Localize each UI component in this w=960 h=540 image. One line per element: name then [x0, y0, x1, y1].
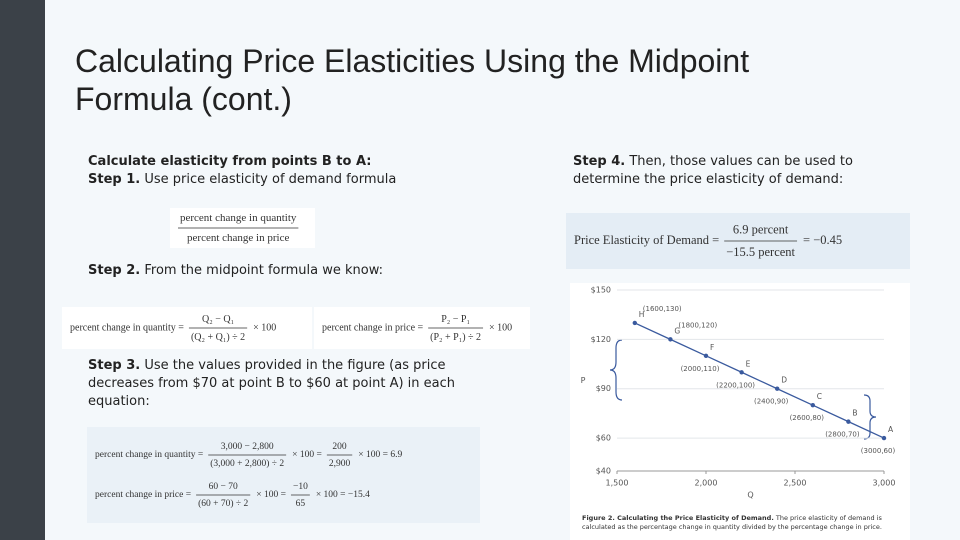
y-tick-label: $120: [591, 335, 611, 344]
formula-text: = −0.45: [803, 233, 842, 247]
step-label: Step 2.: [88, 263, 141, 278]
formula-text: × 100 = 6.9: [358, 450, 402, 460]
point-value-label: (2200,100): [716, 381, 755, 389]
point-value-label: (2400,90): [754, 398, 789, 406]
point-value-label: (1800,120): [678, 321, 717, 329]
step-label: Step 3.: [88, 358, 141, 373]
point: [775, 386, 780, 391]
step-text: Then, those values can be used to determ…: [573, 154, 853, 187]
y-axis-label: P: [581, 376, 586, 385]
y-tick-label: $60: [596, 434, 611, 443]
point-letter: F: [710, 343, 714, 352]
point-letter: G: [674, 326, 680, 335]
step-block: Step 3. Use the values provided in the f…: [88, 357, 473, 411]
intro: Calculate elasticity from points B to A:: [88, 154, 372, 169]
numerator: −10: [293, 482, 308, 492]
formula-text: × 100 = −15.4: [316, 490, 370, 500]
numerator: P₂ − P₁: [441, 314, 470, 325]
x-tick-label: 3,000: [873, 479, 896, 488]
point-letter: D: [781, 376, 787, 385]
caption: Figure 2. Calculating the Price Elastici…: [582, 514, 907, 532]
formula-text: percent change in quantity =: [70, 322, 184, 333]
formula-text: × 100: [489, 322, 512, 333]
denominator: 65: [296, 499, 306, 509]
step-text: From the midpoint formula we know:: [144, 263, 384, 278]
denominator: percent change in price: [187, 232, 289, 244]
point: [846, 419, 851, 424]
point: [739, 370, 744, 375]
numerator: 200: [332, 442, 347, 452]
denominator: (3,000 + 2,800) ÷ 2: [210, 458, 284, 469]
formula-text: × 100 =: [256, 490, 286, 500]
x-tick-label: 2,000: [695, 479, 718, 488]
y-tick-label: $150: [591, 286, 611, 295]
formula-text: percent change in quantity =: [95, 450, 203, 460]
slide-title: Calculating Price Elasticities Using the…: [75, 43, 750, 117]
formula-text: Price Elasticity of Demand =: [574, 233, 719, 247]
step-text: Use price elasticity of demand formula: [144, 172, 397, 187]
point-value-label: (3000,60): [861, 447, 896, 455]
formula-text: percent change in price =: [322, 322, 424, 333]
step-label: Step 4.: [573, 154, 626, 169]
caption-frame: [570, 503, 910, 540]
x-axis-label: Q: [747, 491, 753, 500]
point-value-label: (1600,130): [643, 305, 682, 313]
denominator: (60 + 70) ÷ 2: [198, 498, 248, 509]
point-value-label: (2600,80): [790, 414, 825, 422]
point-letter: B: [852, 409, 857, 418]
point-letter: C: [817, 392, 822, 401]
formula-box: [62, 307, 312, 349]
point: [810, 402, 815, 408]
step-block: Step 2. From the midpoint formula we kno…: [88, 262, 488, 280]
side-bar: [0, 0, 45, 540]
step-label: Step 1.: [88, 172, 141, 187]
formula-text: percent change in price =: [95, 490, 191, 500]
denominator: (Q₂ + Q₁) ÷ 2: [191, 332, 245, 343]
point-value-label: (2800,70): [825, 431, 860, 439]
step-block: Step 4. Then, those values can be used t…: [573, 153, 873, 189]
formula-text: × 100 =: [292, 450, 322, 460]
point-letter: A: [888, 425, 894, 434]
y-tick-label: $40: [596, 467, 611, 476]
formula-box: [314, 307, 530, 349]
point: [668, 337, 673, 342]
caption-text: The price elasticity of demand is calcul…: [582, 514, 882, 531]
numerator: 6.9 percent: [733, 222, 789, 236]
brace: [609, 339, 623, 401]
formula-text: × 100: [253, 322, 276, 333]
numerator: percent change in quantity: [180, 212, 297, 224]
chart-frame: [570, 283, 910, 503]
denominator: 2,900: [329, 459, 351, 469]
y-tick-label: $90: [596, 384, 611, 393]
point: [881, 435, 887, 441]
caption-label: Figure 2. Calculating the Price Elastici…: [582, 514, 774, 522]
step-block: Calculate elasticity from points B to A:…: [88, 153, 488, 189]
point-letter: H: [639, 310, 645, 319]
point: [632, 320, 637, 326]
formula-box: [87, 427, 480, 523]
numerator: 3,000 − 2,800: [221, 442, 274, 452]
brace: [863, 394, 877, 440]
x-tick-label: 1,500: [606, 479, 629, 488]
x-tick-label: 2,500: [784, 479, 807, 488]
step-text: Use the values provided in the figure (a…: [88, 358, 456, 409]
denominator: (P₂ + P₁) ÷ 2: [430, 332, 481, 343]
point: [703, 353, 709, 359]
numerator: Q₂ − Q₁: [202, 314, 234, 325]
numerator: 60 − 70: [209, 482, 238, 492]
point-letter: E: [746, 359, 751, 368]
demand-line: [634, 322, 885, 439]
point-value-label: (2000,110): [681, 365, 720, 373]
denominator: −15.5 percent: [726, 245, 795, 259]
